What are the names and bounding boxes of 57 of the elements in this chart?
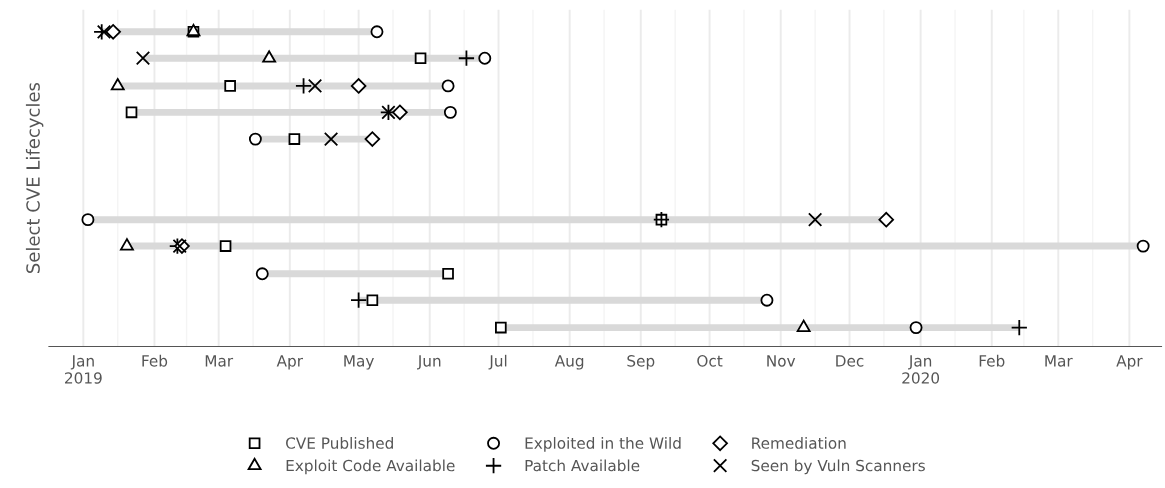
legend-label: CVE Published	[286, 437, 393, 449]
x-tick-label: Apr	[1116, 355, 1143, 370]
x-tick-label: Jul	[488, 354, 507, 370]
point	[323, 131, 339, 147]
legend-label: Exploit Code Available	[286, 459, 455, 475]
point	[255, 267, 269, 281]
point	[909, 321, 923, 335]
x-tick-label: Feb	[142, 354, 168, 367]
point	[441, 79, 455, 93]
point	[224, 80, 236, 92]
point	[135, 51, 151, 66]
y-axis-title: Select CVE Lifecycles	[25, 82, 44, 274]
legend-label: Remediation	[752, 437, 846, 449]
point	[120, 238, 134, 251]
x-tick-label: Aug	[554, 355, 584, 370]
point	[350, 291, 368, 309]
point	[81, 213, 95, 227]
x-tick-label: Sep	[627, 355, 655, 370]
x-tick-label: May	[344, 355, 374, 370]
point	[125, 106, 138, 119]
point	[105, 24, 121, 40]
point	[248, 132, 262, 146]
x-tick-label: Apr	[276, 355, 304, 370]
legend-label: Exploited in the Wild	[525, 437, 681, 452]
point	[807, 212, 823, 227]
x-tick-label: Nov	[767, 355, 796, 367]
x-tick-label: Mar	[205, 355, 234, 367]
point	[219, 240, 232, 252]
point	[262, 50, 277, 63]
x-tick-label: Jan 2019	[65, 355, 102, 384]
point	[295, 77, 313, 95]
x-tick-label: Oct	[697, 355, 723, 367]
x-tick-label: Dec	[836, 355, 864, 367]
legend-label: Seen by Vuln Scanners	[751, 459, 925, 475]
point	[478, 51, 492, 65]
point	[307, 78, 323, 94]
point	[443, 105, 457, 119]
x-tick-label: Mar	[1045, 355, 1073, 367]
point	[414, 52, 427, 65]
legend-label: Patch Available	[525, 459, 640, 472]
point	[457, 49, 475, 67]
point	[495, 321, 507, 334]
point	[760, 293, 774, 307]
point	[366, 294, 379, 307]
point	[350, 78, 367, 94]
point	[1136, 239, 1150, 253]
x-tick-label: Feb	[979, 354, 1005, 367]
point	[442, 267, 454, 280]
point	[878, 211, 895, 228]
point	[110, 78, 125, 91]
point	[370, 25, 384, 39]
point	[364, 131, 381, 147]
x-tick-label: Jan 2020	[902, 355, 940, 384]
point	[288, 133, 301, 145]
point	[1010, 319, 1028, 337]
x-tick-label: Jun	[417, 355, 441, 370]
point	[392, 104, 408, 121]
